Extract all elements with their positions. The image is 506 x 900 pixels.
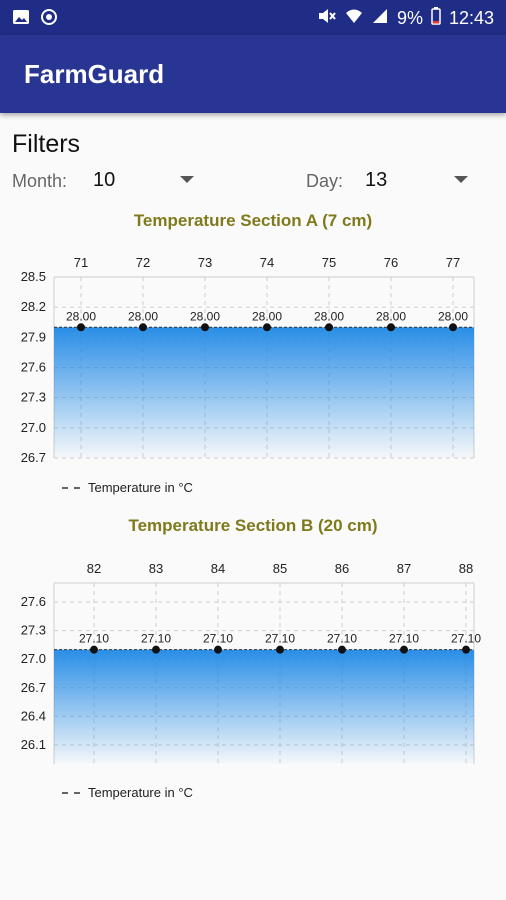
x-tick-label: 87 [397,561,411,576]
app-bar: FarmGuard [0,35,506,113]
y-tick-label: 26.7 [21,450,46,465]
data-label: 28.00 [314,309,344,323]
x-tick-label: 86 [335,561,349,576]
data-point [77,323,85,332]
data-label: 28.00 [66,309,96,323]
chart-b-legend-label: Temperature in °C [88,785,193,800]
legend-dash-icon [62,791,80,794]
x-tick-label: 85 [273,561,287,576]
day-value: 13 [365,169,388,191]
data-point [400,645,408,654]
x-tick-label: 74 [260,255,274,270]
y-tick-label: 26.1 [21,737,46,752]
app-title: FarmGuard [24,59,165,89]
y-tick-label: 28.2 [21,299,46,314]
x-tick-label: 76 [384,255,398,270]
data-point [449,323,457,332]
filters-title: Filters [12,130,81,158]
data-label: 27.10 [265,632,295,646]
y-tick-label: 27.0 [21,420,46,435]
chevron-down-icon [454,176,468,183]
y-tick-label: 27.0 [21,651,46,666]
mute-icon [317,7,337,30]
data-label: 28.00 [128,309,158,323]
y-tick-label: 28.5 [21,269,46,284]
sync-icon [40,8,58,31]
series-area [54,327,474,458]
month-value: 10 [93,169,116,191]
battery-percent: 9% [396,8,423,28]
x-tick-label: 73 [198,255,212,270]
data-label: 28.00 [438,309,468,323]
data-point [338,645,346,654]
signal-icon [371,7,389,30]
month-dropdown[interactable]: 10 [88,164,206,196]
chart-a-legend-label: Temperature in °C [88,480,193,495]
status-bar: 9% 12:43 [0,0,506,35]
battery-icon [431,7,441,30]
day-label: Day: [306,171,344,191]
data-point [387,323,395,332]
data-label: 27.10 [79,632,109,646]
x-tick-label: 71 [74,255,88,270]
x-tick-label: 84 [211,561,225,576]
y-tick-label: 27.6 [21,360,46,375]
x-tick-label: 83 [149,561,163,576]
data-label: 28.00 [376,309,406,323]
y-tick-label: 26.7 [21,680,46,695]
y-tick-label: 27.6 [21,594,46,609]
series-area [54,649,474,764]
x-tick-label: 75 [322,255,336,270]
y-tick-label: 27.3 [21,390,46,405]
chart-a: 28.5 28.2 27.9 27.6 27.3 27.0 26.7 71 72 73 74 75 76… [21,255,475,465]
data-point [325,323,333,332]
y-tick-label: 27.3 [21,623,46,638]
data-point [263,323,271,332]
data-label: 27.10 [327,632,357,646]
data-point [139,323,147,332]
chart-b: 27.6 27.3 27.0 26.7 26.4 26.1 82 83 84 85 86 87 88 27… [21,561,481,764]
y-tick-label: 27.9 [21,329,46,344]
data-label: 27.10 [451,632,481,646]
x-tick-label: 82 [87,561,101,576]
data-label: 27.10 [389,632,419,646]
x-tick-label: 72 [136,255,150,270]
legend-dash-icon [62,486,80,489]
chevron-down-icon [180,176,194,183]
chart-b-legend: Temperature in °C [62,785,193,800]
data-point [276,645,284,654]
chart-b-title: Temperature Section B (20 cm) [128,516,378,535]
wifi-icon [345,7,363,30]
chart-a-title: Temperature Section A (7 cm) [133,211,373,230]
data-point [462,645,470,654]
x-tick-label: 88 [459,561,473,576]
clock: 12:43 [448,8,494,28]
data-point [214,645,222,654]
image-icon [12,8,30,31]
data-label: 28.00 [252,309,282,323]
y-tick-label: 26.4 [21,708,46,723]
day-dropdown[interactable]: 13 [360,164,478,196]
data-point [201,323,209,332]
chart-a-legend: Temperature in °C [62,480,193,495]
data-label: 28.00 [190,309,220,323]
data-point [90,645,98,654]
data-label: 27.10 [203,632,233,646]
month-label: Month: [12,171,68,191]
data-point [152,645,160,654]
x-tick-label: 77 [446,255,460,270]
data-label: 27.10 [141,632,171,646]
